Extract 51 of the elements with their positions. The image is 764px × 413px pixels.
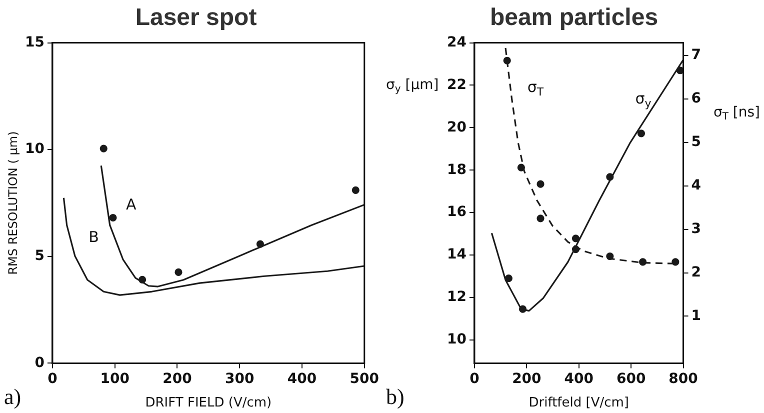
point bbox=[517, 164, 525, 172]
y2-tick-label: 3 bbox=[691, 220, 702, 237]
x-tick-label: 100 bbox=[100, 371, 130, 388]
y-tick-label: 0 bbox=[34, 354, 45, 371]
y-tick-label: 5 bbox=[34, 248, 44, 264]
y-tick-label: 24 bbox=[447, 34, 467, 50]
y-tick-label: 10 bbox=[447, 332, 467, 348]
y-tick-label: 22 bbox=[447, 76, 466, 93]
point bbox=[100, 144, 108, 152]
x-tick-label: 0 bbox=[470, 371, 480, 388]
x-tick-label: 800 bbox=[668, 371, 698, 388]
point bbox=[572, 234, 580, 242]
point bbox=[174, 268, 182, 276]
point bbox=[109, 214, 117, 222]
y-axis-title: RMS RESOLUTION ( µm) bbox=[6, 131, 20, 275]
point bbox=[352, 186, 360, 194]
text: b) bbox=[386, 384, 404, 409]
y2-tick-label: 5 bbox=[691, 134, 702, 150]
x-tick-label: 200 bbox=[162, 371, 192, 388]
y2-tick-label: 4 bbox=[691, 177, 702, 194]
chart-title: Laser spot bbox=[135, 4, 257, 32]
text: a) bbox=[4, 384, 22, 409]
x-tick-label: 400 bbox=[287, 371, 317, 388]
chart-title: beam particles bbox=[490, 4, 658, 32]
y-tick-label: 20 bbox=[447, 119, 467, 136]
point bbox=[536, 214, 544, 222]
x-tick-label: 400 bbox=[564, 371, 594, 388]
y-tick-label: 18 bbox=[447, 162, 466, 178]
x-axis-title: Driftfeld [V/cm] bbox=[528, 395, 629, 410]
y2-tick-label: 1 bbox=[691, 308, 702, 324]
point bbox=[504, 274, 512, 282]
y-tick-label: 10 bbox=[25, 141, 45, 158]
point bbox=[672, 258, 680, 266]
y-tick-label: 14 bbox=[447, 246, 467, 263]
y2-tick-label: 6 bbox=[691, 90, 702, 107]
x-tick-label: 600 bbox=[616, 371, 646, 388]
point bbox=[637, 130, 646, 138]
series-label: B bbox=[88, 228, 99, 246]
y2-tick-label: 2 bbox=[691, 264, 702, 280]
x-tick-label: 200 bbox=[512, 371, 542, 388]
x-axis-title: DRIFT FIELD (V/cm) bbox=[145, 395, 272, 410]
y-tick-label: 12 bbox=[447, 289, 466, 306]
y2-tick-label: 7 bbox=[691, 47, 702, 64]
y-tick-label: 16 bbox=[447, 204, 466, 220]
x-tick-label: 500 bbox=[350, 371, 380, 388]
series-label: A bbox=[126, 196, 138, 214]
point bbox=[639, 258, 647, 266]
x-tick-label: 300 bbox=[225, 371, 254, 388]
point bbox=[536, 180, 544, 188]
y-tick-label: 15 bbox=[25, 34, 44, 50]
x-tick-label: 0 bbox=[48, 371, 58, 388]
